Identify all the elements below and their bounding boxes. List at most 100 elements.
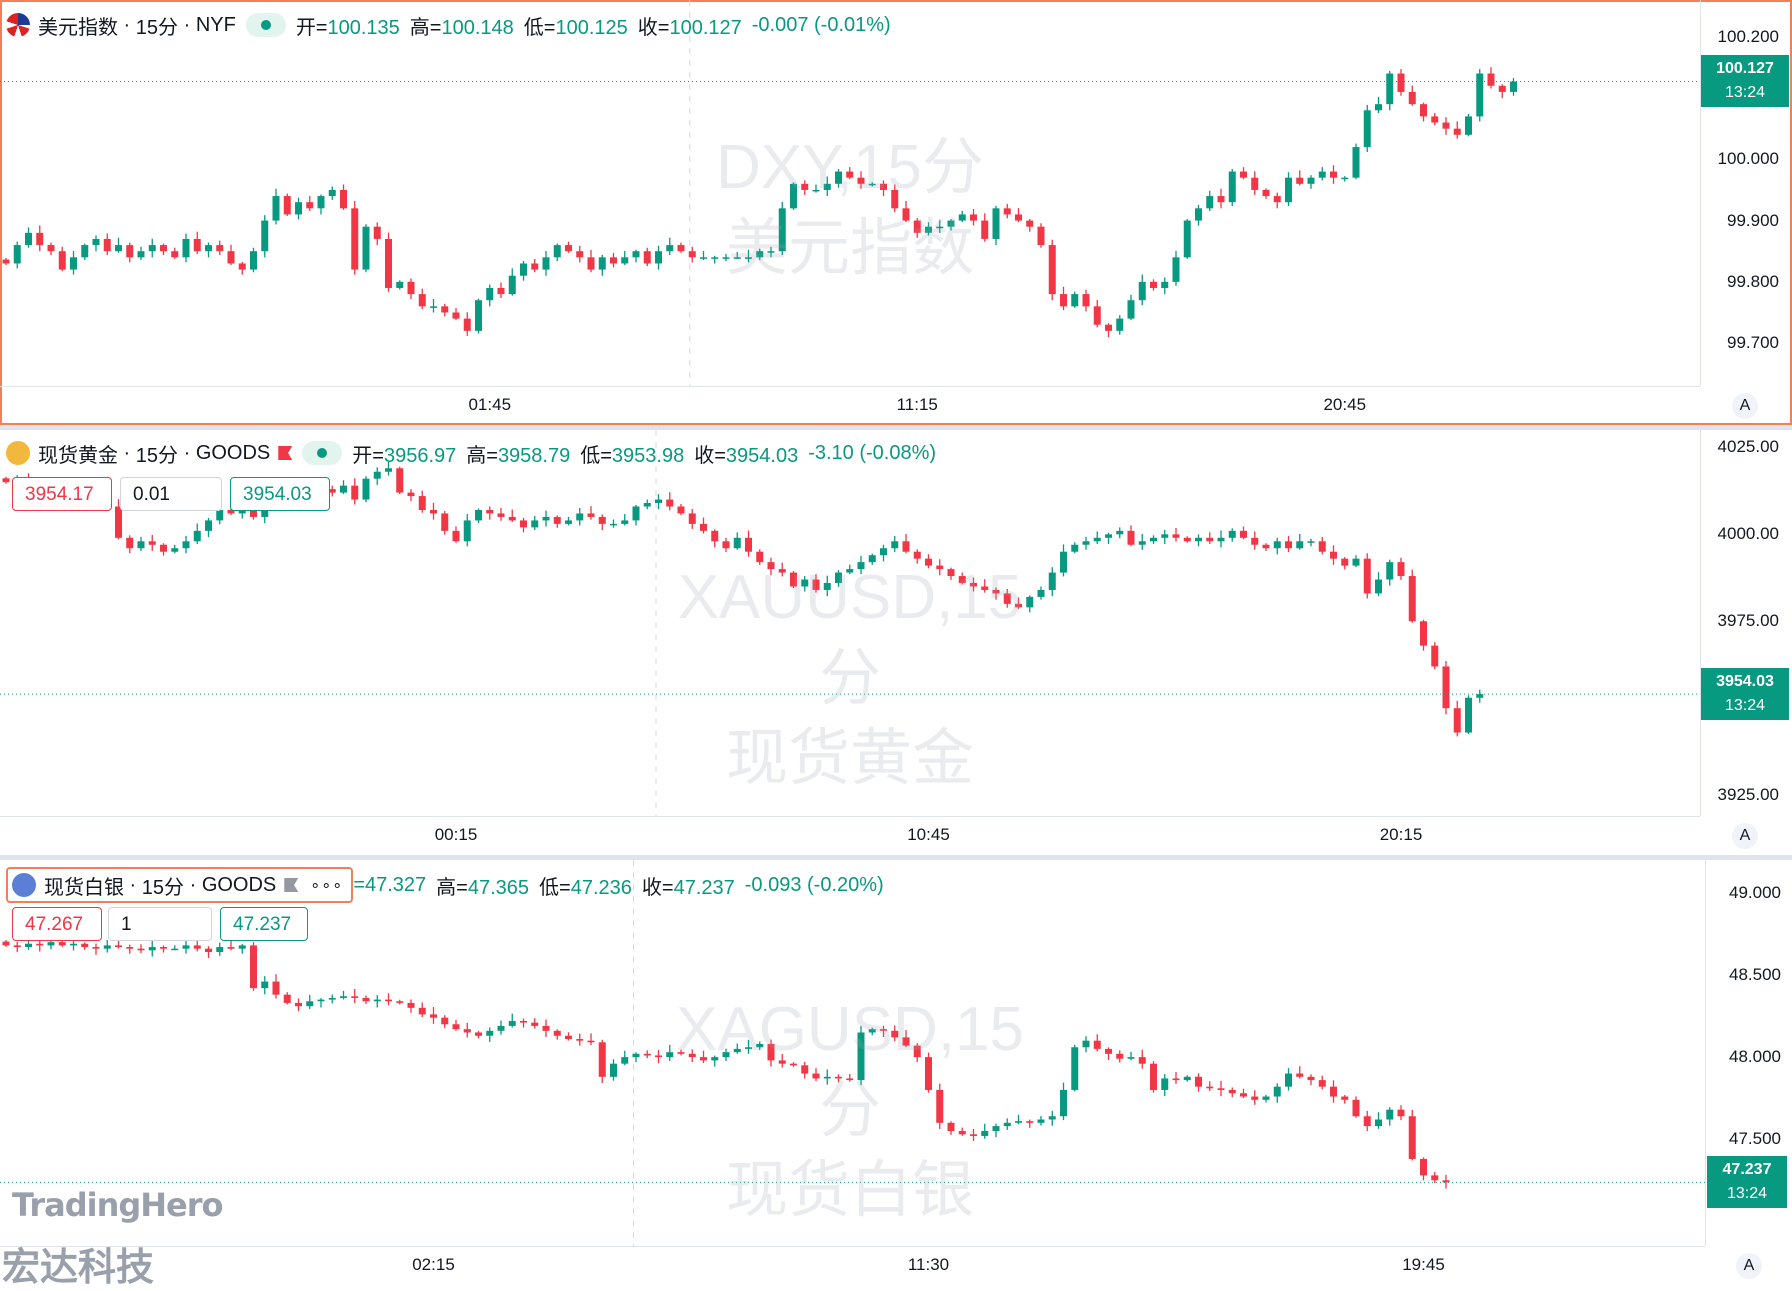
candle-body: [1487, 73, 1495, 86]
candle-body: [1138, 1057, 1146, 1064]
candle-body: [452, 312, 460, 319]
candle-body: [1465, 116, 1472, 135]
candle-body: [1453, 128, 1461, 135]
candle-body: [970, 583, 977, 587]
candle-body: [1285, 541, 1292, 549]
gold-price-axis[interactable]: 4025.00 4000.00 3975.00 3925.00: [1700, 430, 1791, 816]
chart-pane-dxy[interactable]: DXY,15分 美元指数 美元指数 · 15分 · NYF 开=100.135 …: [0, 0, 1792, 425]
candle-body: [823, 583, 831, 590]
candle-body: [1397, 1109, 1405, 1117]
candle-body: [857, 562, 865, 570]
chart-pane-silver[interactable]: XAGUSD,15分 现货白银 现货白银 · 15分 · GOODS ∘∘∘ =…: [0, 860, 1792, 1281]
silver-symbol[interactable]: 现货白银: [44, 876, 124, 899]
candle-body: [463, 318, 471, 331]
silver-price-axis[interactable]: 49.000 48.500 48.000 47.500: [1705, 860, 1792, 1246]
candle-body: [1273, 196, 1281, 203]
price-tick-label: 99.700: [1727, 333, 1779, 353]
more-options-icon[interactable]: ∘∘∘: [310, 877, 344, 894]
candle-body: [733, 537, 741, 549]
dxy-price-axis[interactable]: 100.200 100.000 99.900 99.800 99.700: [1700, 0, 1791, 386]
silver-sell-button[interactable]: 47.267: [12, 907, 102, 941]
silver-quantity-input[interactable]: 1: [108, 907, 212, 941]
silver-close: 收=47.237: [641, 876, 735, 899]
market-status-icon[interactable]: [245, 13, 286, 37]
candle-body: [542, 257, 550, 270]
candle-body: [733, 257, 741, 259]
gold-sell-button[interactable]: 3954.17: [12, 477, 112, 511]
gold-time-axis[interactable]: 00:15 10:45 20:15: [0, 816, 1700, 857]
candle-body: [486, 509, 494, 514]
price-tick-label: 3925.00: [1717, 785, 1779, 805]
candle-body: [283, 994, 291, 1003]
candle-body: [1420, 1158, 1427, 1176]
candle-body: [767, 562, 775, 570]
candle-body: [1206, 1086, 1214, 1089]
candle-body: [700, 1057, 707, 1061]
candle-body: [1285, 1073, 1292, 1087]
candle-body: [1048, 245, 1056, 295]
candle-body: [958, 576, 966, 584]
silver-auto-scale-button[interactable]: A: [1736, 1253, 1762, 1279]
candle-body: [1048, 1116, 1056, 1120]
candle-body: [103, 945, 111, 949]
candle-body: [1127, 530, 1135, 545]
dxy-auto-scale-button[interactable]: A: [1732, 393, 1758, 419]
silver-plot-area[interactable]: [0, 860, 1705, 1246]
gold-quantity-input[interactable]: 0.01: [120, 477, 222, 511]
dxy-time-axis[interactable]: 01:45 11:15 20:45: [0, 386, 1700, 427]
candle-body: [340, 189, 347, 209]
price-tick-label: 99.800: [1727, 271, 1779, 291]
silver-buy-button[interactable]: 47.237: [220, 907, 308, 941]
candle-body: [1318, 1080, 1326, 1087]
candle-body: [47, 942, 55, 946]
candle-body: [1307, 1076, 1315, 1081]
candle-body: [1498, 85, 1506, 92]
candle-body: [745, 1047, 752, 1049]
candle-body: [632, 251, 640, 258]
chart-pane-gold[interactable]: XAUUSD,15分 现货黄金 现货黄金 · 15分 · GOODS 开=395…: [0, 430, 1792, 855]
pane-separator[interactable]: [0, 425, 1792, 430]
candle-body: [137, 541, 145, 549]
silver-time-axis[interactable]: 02:15 11:30 19:45: [0, 1246, 1705, 1287]
gold-auto-scale-button[interactable]: A: [1732, 823, 1758, 849]
candle-body: [463, 1029, 471, 1033]
silver-symbol-box[interactable]: 现货白银 · 15分 · GOODS ∘∘∘: [6, 867, 354, 903]
dxy-symbol[interactable]: 美元指数: [38, 16, 118, 39]
candle-body: [137, 948, 145, 951]
candle-body: [115, 245, 122, 252]
candle-body: [261, 220, 269, 252]
market-status-icon[interactable]: [302, 441, 343, 465]
candle-body: [835, 171, 842, 184]
candle-body: [666, 245, 674, 252]
candle-body: [1060, 1089, 1067, 1117]
gold-watermark: XAUUSD,15分 现货黄金: [660, 558, 1040, 800]
gold-symbol[interactable]: 现货黄金: [38, 444, 118, 467]
dxy-interval[interactable]: 15分: [135, 16, 179, 39]
candle-body: [1386, 73, 1394, 105]
gold-interval[interactable]: 15分: [135, 444, 179, 467]
gold-buy-button[interactable]: 3954.03: [230, 477, 330, 511]
silver-low: 低=47.236: [539, 876, 632, 899]
silver-interval[interactable]: 15分: [141, 876, 185, 899]
candle-body: [1015, 214, 1022, 221]
candle-body: [418, 1007, 426, 1015]
candle-body: [1375, 579, 1382, 594]
candle-body: [1228, 530, 1236, 538]
candle-body: [531, 520, 539, 528]
candle-body: [1195, 537, 1202, 542]
dxy-plot-area[interactable]: [0, 0, 1700, 386]
candle-body: [1307, 177, 1315, 184]
silver-watermark-line1: XAGUSD,15分: [675, 995, 1025, 1145]
candle-body: [216, 245, 224, 252]
red-flag-icon[interactable]: [278, 446, 293, 460]
candle-body: [992, 1126, 1000, 1132]
candle-body: [148, 245, 156, 252]
pane-separator[interactable]: [0, 855, 1792, 860]
candle-body: [1116, 318, 1124, 331]
candle-body: [520, 263, 527, 276]
candle-body: [1172, 1078, 1180, 1081]
candle-body: [1195, 208, 1202, 221]
grey-flag-icon[interactable]: [284, 878, 299, 892]
time-tick-label: 11:15: [896, 395, 938, 414]
candle-body: [1172, 534, 1180, 538]
